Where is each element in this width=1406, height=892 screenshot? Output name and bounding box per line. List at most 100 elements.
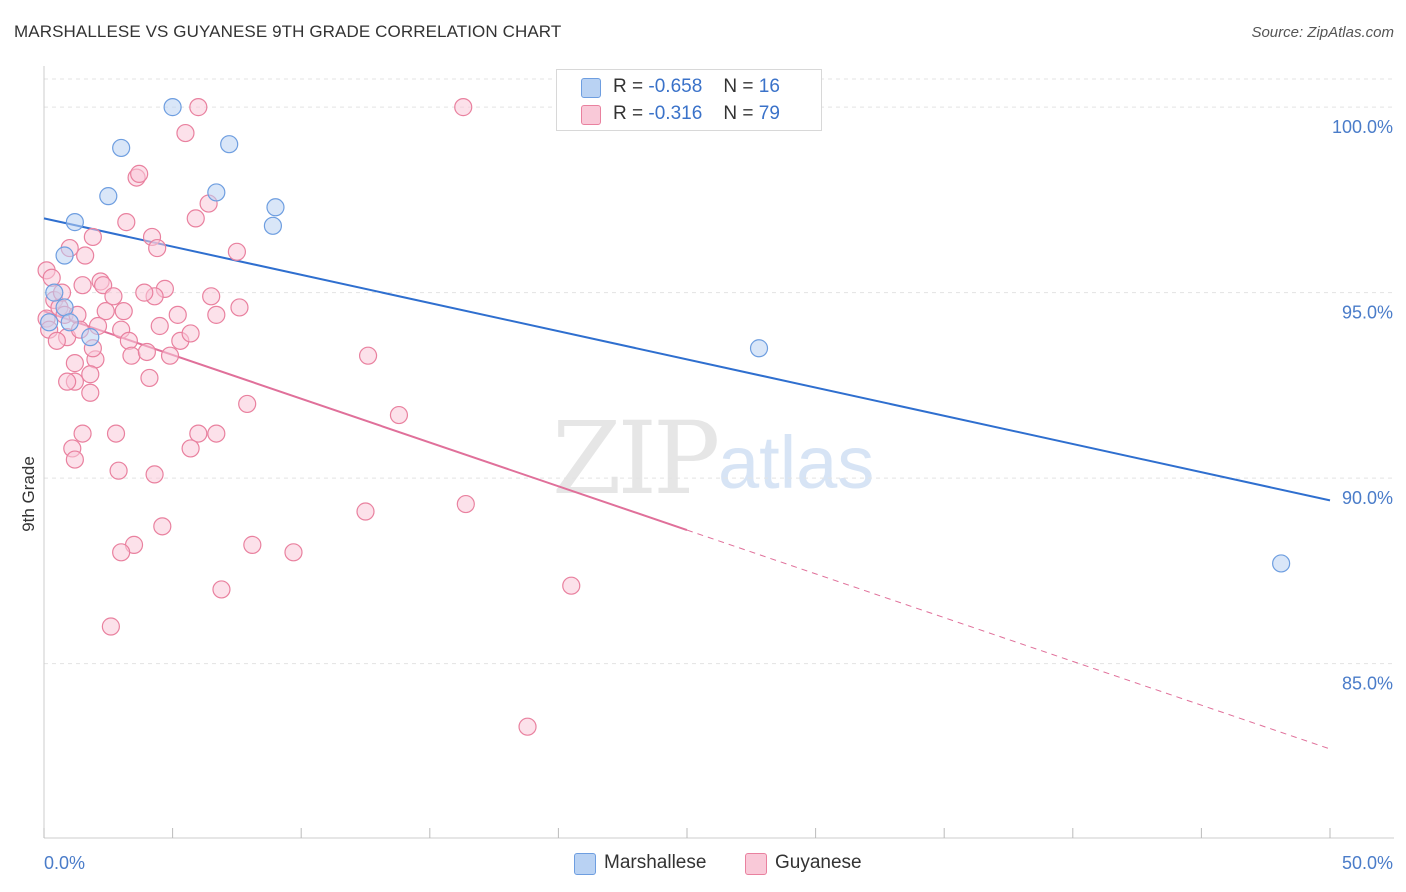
point-guyanese [230, 298, 249, 317]
legend-r-value: -0.658 [648, 76, 703, 97]
gridlines [44, 78, 1394, 665]
point-guyanese [47, 331, 66, 350]
axes [43, 66, 1394, 839]
trend-lines [43, 217, 1331, 750]
point-guyanese [243, 535, 262, 554]
point-guyanese [137, 342, 156, 362]
point-marshallese [55, 246, 74, 265]
point-guyanese [114, 302, 133, 321]
point-marshallese [112, 138, 131, 158]
point-guyanese [168, 305, 187, 324]
point-guyanese [176, 123, 195, 143]
point-guyanese [106, 424, 126, 443]
point-guyanese [94, 276, 113, 295]
point-guyanese [356, 502, 375, 521]
watermark-zip: ZIP [552, 400, 720, 517]
legend-swatch-blue [581, 78, 601, 98]
point-guyanese [112, 543, 131, 562]
point-marshallese [749, 339, 769, 358]
legend-n-value: 79 [758, 103, 780, 124]
source-label: Source: ZipAtlas.com [1251, 24, 1394, 41]
point-guyanese [135, 283, 154, 302]
legend-label-marshallese: Marshallese [604, 852, 707, 873]
y-tick-label: 85.0% [1342, 674, 1393, 694]
point-guyanese [73, 276, 92, 295]
trend-line-marshallese [43, 217, 1331, 502]
point-guyanese [454, 98, 473, 117]
point-guyanese [181, 439, 200, 458]
data-points [37, 98, 1291, 736]
tick-labels: 85.0% 90.0% 95.0% 100.0% 0.0% 50.0% [44, 117, 1393, 873]
point-marshallese [65, 213, 84, 232]
point-guyanese [122, 346, 141, 365]
point-guyanese [207, 424, 226, 443]
point-guyanese [81, 365, 100, 384]
point-guyanese [238, 394, 257, 414]
point-guyanese [117, 213, 136, 232]
point-guyanese [81, 383, 100, 402]
point-guyanese [140, 368, 159, 388]
point-guyanese [76, 246, 95, 265]
point-guyanese [96, 302, 115, 321]
point-guyanese [518, 717, 537, 736]
point-marshallese [60, 313, 79, 332]
point-guyanese [153, 517, 172, 536]
point-guyanese [73, 424, 92, 443]
point-guyanese [207, 305, 226, 324]
point-guyanese [83, 227, 102, 247]
point-guyanese [145, 465, 164, 484]
point-guyanese [130, 164, 149, 183]
point-marshallese [1272, 554, 1291, 573]
point-guyanese [202, 287, 221, 306]
legend-r-label: R = [613, 103, 644, 124]
point-marshallese [263, 216, 283, 235]
point-guyanese [104, 287, 123, 306]
point-guyanese [212, 580, 231, 599]
point-marshallese [266, 198, 285, 217]
legend-label-guyanese: Guyanese [775, 852, 862, 873]
point-guyanese [456, 494, 475, 514]
trend-line-guyanese [43, 310, 688, 532]
trend-line-dashed-guyanese [686, 529, 1331, 750]
point-marshallese [99, 187, 118, 206]
y-tick-label: 90.0% [1342, 488, 1393, 508]
point-marshallese [45, 283, 64, 302]
legend-n-value: 16 [758, 76, 780, 97]
legend-r-value: -0.316 [648, 103, 703, 124]
point-guyanese [148, 238, 167, 258]
legend-swatch-blue [574, 853, 596, 875]
point-guyanese [65, 354, 84, 373]
point-guyanese [389, 405, 409, 425]
stats-legend: R = -0.658 N = 16 R = -0.316 N = 79 [556, 69, 822, 131]
point-guyanese [160, 346, 180, 365]
legend-swatch-pink [581, 105, 601, 125]
x-tick-label: 50.0% [1342, 853, 1393, 873]
point-guyanese [562, 576, 581, 595]
point-guyanese [101, 617, 120, 636]
point-marshallese [220, 135, 239, 154]
y-tick-label: 100.0% [1332, 117, 1393, 137]
point-guyanese [58, 372, 77, 391]
chart-title: MARSHALLESE VS GUYANESE 9TH GRADE CORREL… [14, 22, 562, 41]
point-guyanese [186, 209, 205, 228]
point-marshallese [81, 328, 100, 347]
point-marshallese [40, 313, 59, 332]
y-tick-label: 95.0% [1342, 303, 1393, 323]
point-guyanese [284, 543, 303, 562]
point-guyanese [181, 324, 200, 343]
x-tick-label: 0.0% [44, 853, 85, 873]
legend-n-label: N = [723, 76, 754, 97]
point-guyanese [150, 316, 169, 336]
point-guyanese [65, 450, 84, 469]
y-axis-label: 9th Grade [19, 456, 38, 532]
point-guyanese [189, 98, 208, 117]
point-guyanese [119, 331, 138, 350]
point-guyanese [189, 424, 208, 443]
legend-n-label: N = [723, 103, 754, 124]
legend-swatch-pink [745, 853, 767, 875]
legend-r-label: R = [613, 76, 644, 97]
point-guyanese [227, 242, 246, 261]
point-guyanese [109, 461, 128, 480]
watermark-atlas: atlas [718, 421, 875, 504]
